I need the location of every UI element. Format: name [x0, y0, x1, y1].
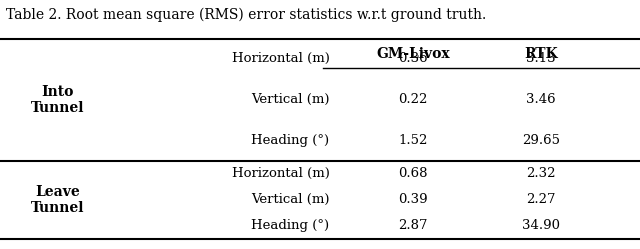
Text: Table 2. Root mean square (RMS) error statistics w.r.t ground truth.: Table 2. Root mean square (RMS) error st…	[6, 7, 486, 22]
Text: Into
Tunnel: Into Tunnel	[31, 84, 84, 115]
Text: 2.32: 2.32	[526, 167, 556, 180]
Text: Heading (°): Heading (°)	[252, 134, 330, 147]
Text: 0.68: 0.68	[398, 167, 428, 180]
Text: 0.36: 0.36	[398, 53, 428, 65]
Text: Vertical (m): Vertical (m)	[251, 193, 330, 206]
Text: RTK: RTK	[524, 47, 557, 61]
Text: 1.52: 1.52	[398, 134, 428, 147]
Text: 34.90: 34.90	[522, 219, 560, 233]
Text: GM-Livox: GM-Livox	[376, 47, 450, 61]
Text: 0.39: 0.39	[398, 193, 428, 206]
Text: 2.87: 2.87	[398, 219, 428, 233]
Text: Heading (°): Heading (°)	[252, 219, 330, 233]
Text: Vertical (m): Vertical (m)	[251, 93, 330, 106]
Text: Horizontal (m): Horizontal (m)	[232, 53, 330, 65]
Text: Leave
Tunnel: Leave Tunnel	[31, 185, 84, 215]
Text: 0.22: 0.22	[398, 93, 428, 106]
Text: 3.13: 3.13	[526, 53, 556, 65]
Text: 29.65: 29.65	[522, 134, 560, 147]
Text: 2.27: 2.27	[526, 193, 556, 206]
Text: 3.46: 3.46	[526, 93, 556, 106]
Text: Horizontal (m): Horizontal (m)	[232, 167, 330, 180]
